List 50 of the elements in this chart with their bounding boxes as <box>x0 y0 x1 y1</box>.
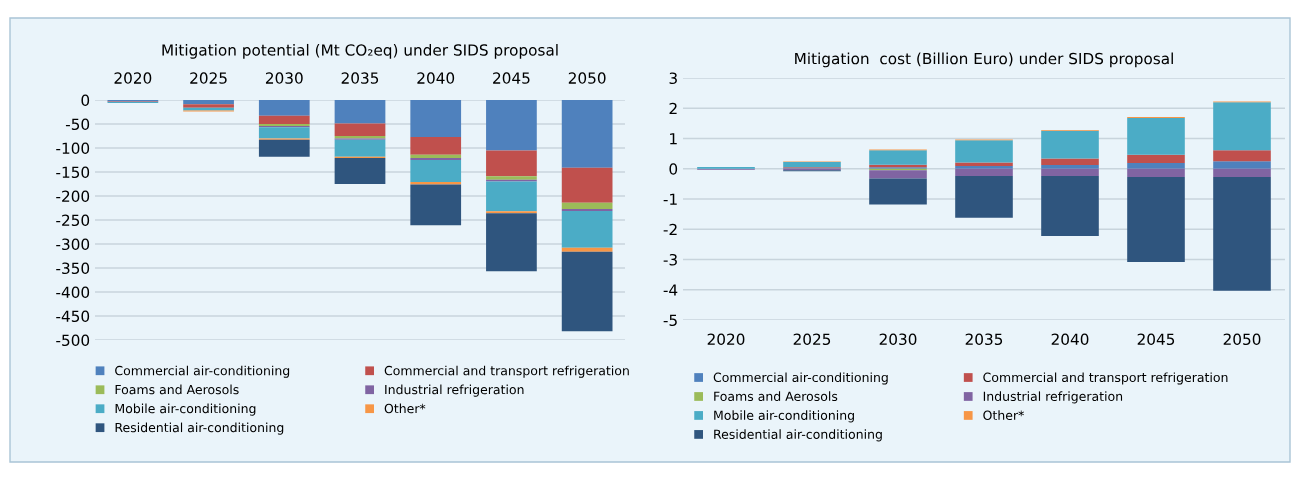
chart-title: Mitigation potential (Mt CO₂eq) under SIDS proposal <box>162 43 558 59</box>
x-tick-label: 2040 <box>1051 333 1089 346</box>
legend-label: Industrial refrigeration <box>385 384 524 397</box>
y-tick-label: -4 <box>663 284 678 296</box>
legend-label: Commercial air-conditioning <box>713 372 888 385</box>
y-tick-label: -500 <box>56 334 90 347</box>
legend-label: Industrial refrigeration <box>983 391 1123 404</box>
y-tick-label: -3 <box>663 253 677 266</box>
legend-label: Foams and Aerosols <box>714 391 838 402</box>
y-tick-label: -100 <box>56 142 90 155</box>
x-tick-label: 2040 <box>417 72 455 84</box>
chart-title: Mitigation cost (Billion Euro) under SIDS proposal <box>795 52 1173 68</box>
y-tick-label: -250 <box>56 214 90 227</box>
legend-label: Residential air-conditioning <box>115 422 284 435</box>
y-tick-label: -300 <box>56 238 90 251</box>
y-tick-label: -1 <box>663 193 677 205</box>
legend-label: Residential air-conditioning <box>714 429 882 442</box>
y-tick-label: 0 <box>669 163 678 175</box>
x-tick-label: 2020 <box>114 72 152 84</box>
y-tick-label: 2 <box>669 102 677 115</box>
y-tick-label: 1 <box>670 133 677 145</box>
x-tick-label: 2035 <box>341 72 379 84</box>
legend-label: Commercial air-conditioning <box>115 365 290 378</box>
x-tick-label: 2050 <box>568 72 606 84</box>
x-tick-label: 2025 <box>793 333 831 346</box>
x-tick-label: 2045 <box>493 72 530 84</box>
y-tick-label: -50 <box>65 118 90 131</box>
legend-label: Other* <box>384 403 426 414</box>
x-tick-label: 2045 <box>1137 333 1175 346</box>
x-tick-label: 2030 <box>879 333 917 346</box>
y-tick-label: -350 <box>56 262 90 275</box>
legend-label: Commercial and transport refrigeration <box>983 372 1228 385</box>
legend-label: Mobile air-conditioning <box>115 403 256 416</box>
x-tick-label: 2035 <box>965 333 1003 346</box>
legend-label: Commercial and transport refrigeration <box>384 365 629 378</box>
legend-label: Other* <box>983 410 1024 421</box>
y-tick-label: -200 <box>56 190 90 203</box>
y-tick-label: 3 <box>669 72 677 85</box>
x-tick-label: 2020 <box>707 333 745 346</box>
y-tick-label: -450 <box>56 310 90 323</box>
x-tick-label: 2025 <box>190 72 227 84</box>
legend-label: Mobile air-conditioning <box>714 410 854 423</box>
y-tick-label: -2 <box>663 223 677 236</box>
legend-label: Foams and Aerosols <box>115 384 239 395</box>
y-tick-label: -5 <box>663 314 677 327</box>
x-tick-label: 2030 <box>265 72 303 84</box>
y-tick-label: -150 <box>56 166 90 179</box>
x-tick-label: 2050 <box>1223 333 1261 346</box>
y-tick-label: 0 <box>81 94 90 107</box>
y-tick-label: -400 <box>56 286 90 299</box>
